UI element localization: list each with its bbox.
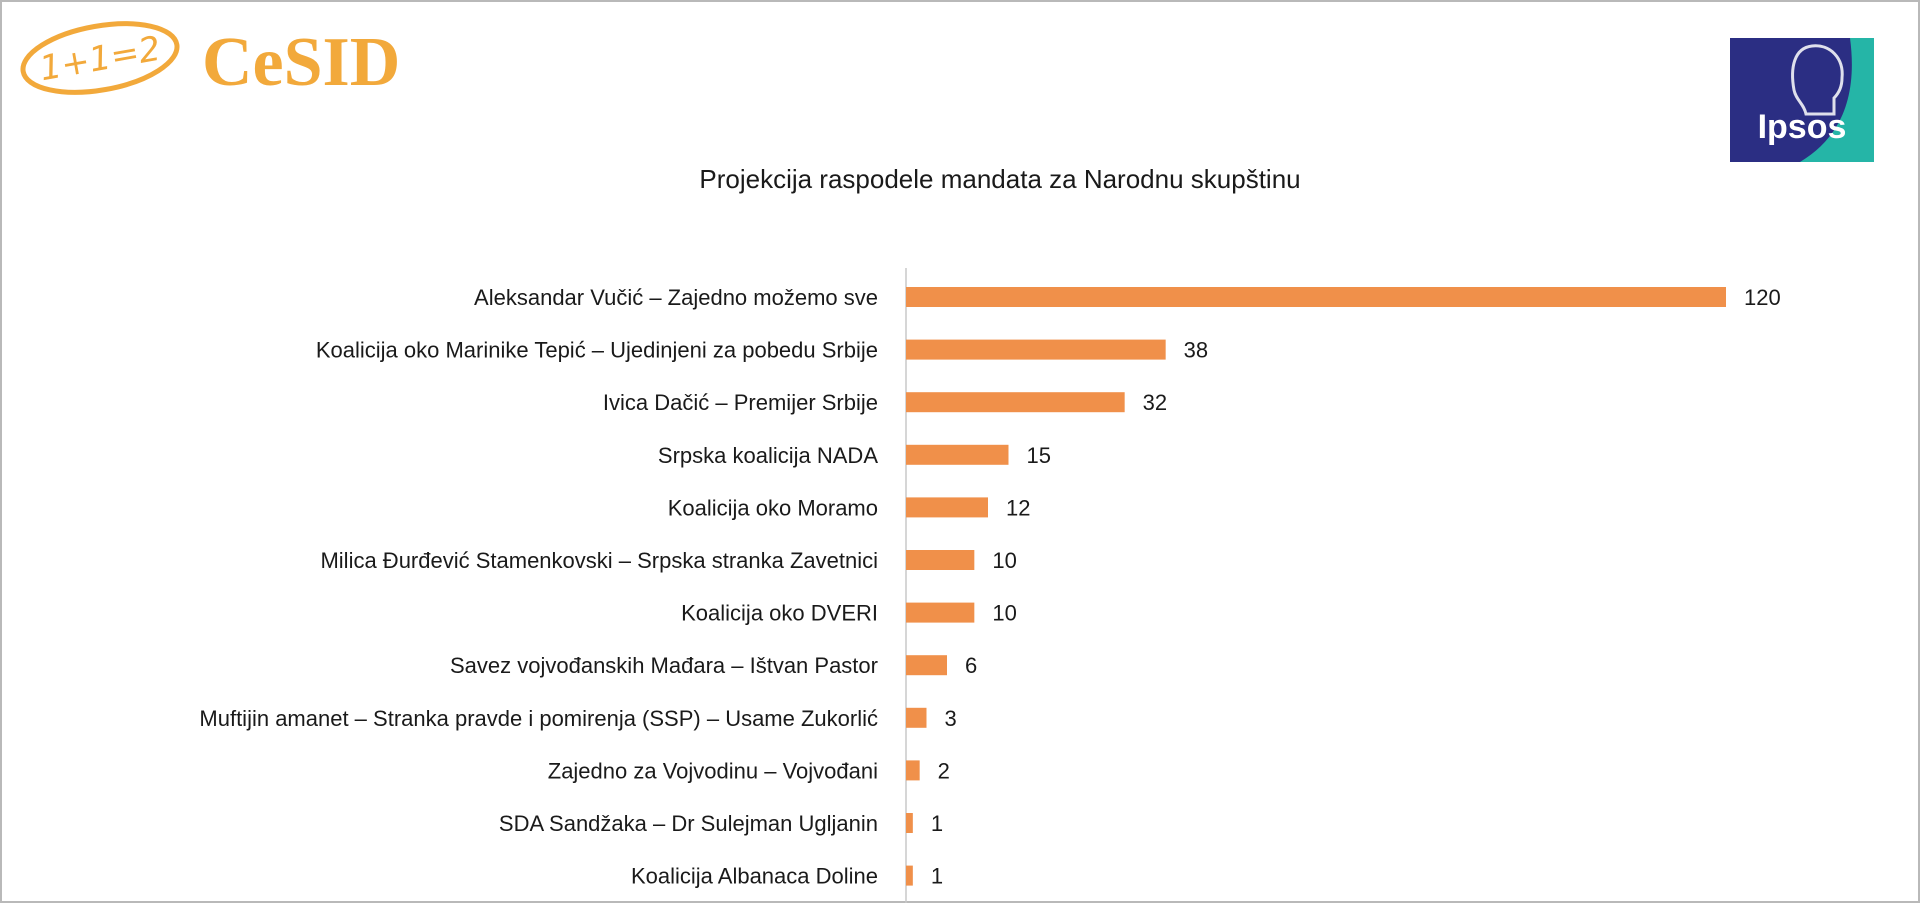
value-label: 1 xyxy=(931,864,943,889)
bar xyxy=(906,813,913,833)
category-label: Aleksandar Vučić – Zajedno možemo sve xyxy=(474,285,878,310)
cesid-wordmark: CeSID xyxy=(202,24,400,101)
category-label: Koalicija Albanaca Doline xyxy=(631,864,878,889)
value-label: 2 xyxy=(938,758,950,783)
value-label: 12 xyxy=(1006,495,1030,520)
value-label: 6 xyxy=(965,653,977,678)
value-label: 1 xyxy=(931,811,943,836)
category-labels-group: Aleksandar Vučić – Zajedno možemo sve Koa… xyxy=(199,285,878,889)
category-label: Srpska koalicija NADA xyxy=(658,443,878,468)
bar xyxy=(906,392,1125,413)
value-label: 10 xyxy=(992,548,1016,573)
category-label: SDA Sandžaka – Dr Sulejman Ugljanin xyxy=(499,811,878,836)
bar xyxy=(906,550,975,570)
bar xyxy=(906,339,1166,360)
category-label: Ivica Dačić – Premijer Srbije xyxy=(603,390,878,415)
value-label: 38 xyxy=(1184,338,1208,363)
category-label: Koalicija oko Marinike Tepić – Ujedinjen… xyxy=(316,338,878,363)
bar xyxy=(906,707,927,728)
bar xyxy=(906,760,920,781)
bar xyxy=(906,602,975,623)
cesid-badge-oval xyxy=(20,21,180,95)
category-label: Milica Đurđević Stamenkovski – Srpska st… xyxy=(320,548,878,573)
bar xyxy=(906,497,988,518)
bars-group xyxy=(906,287,1726,886)
category-label: Muftijin amanet – Stranka pravde i pomir… xyxy=(199,706,878,731)
value-label: 10 xyxy=(992,601,1016,626)
ipsos-logo: Ipsos xyxy=(1730,38,1874,162)
bar xyxy=(906,865,913,886)
ipsos-head-silhouette xyxy=(1791,44,1844,116)
chart-title: Projekcija raspodele mandata za Narodnu … xyxy=(699,164,1300,194)
value-label: 15 xyxy=(1027,443,1051,468)
bar xyxy=(906,444,1009,465)
value-label: 120 xyxy=(1744,285,1781,310)
value-label: 3 xyxy=(945,706,957,731)
cesid-logo: 1+1=2 CeSID xyxy=(20,21,400,101)
bar xyxy=(906,655,947,676)
value-label: 32 xyxy=(1143,390,1167,415)
ipsos-wordmark: Ipsos xyxy=(1758,108,1847,146)
category-label: Koalicija oko Moramo xyxy=(668,495,878,520)
category-label: Savez vojvođanskih Mađara – Ištvan Pasto… xyxy=(450,653,878,678)
bar xyxy=(906,287,1726,307)
category-label: Zajedno za Vojvodinu – Vojvođani xyxy=(548,758,878,783)
category-label: Koalicija oko DVERI xyxy=(681,601,878,626)
